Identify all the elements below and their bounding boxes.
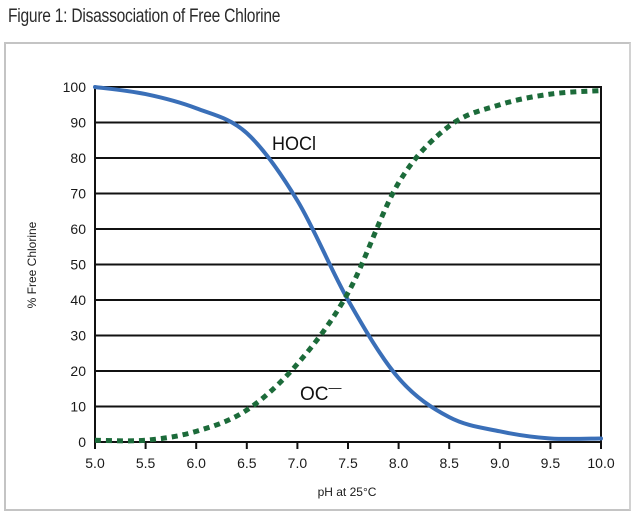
axes xyxy=(94,86,602,449)
ocl-label-charge: — xyxy=(329,380,342,395)
y-axis-label: % Free Chlorine xyxy=(25,221,39,308)
figure-title: Figure 1: Disassociation of Free Chlorin… xyxy=(8,6,281,27)
x-tick-label: 7.5 xyxy=(338,455,358,471)
x-tick-label: 6.0 xyxy=(186,455,206,471)
hocl-series-line xyxy=(93,85,603,441)
y-tick-label: 10 xyxy=(70,399,86,415)
x-tick-label: 8.0 xyxy=(389,455,409,471)
gridlines xyxy=(95,86,601,443)
y-tick-label: 40 xyxy=(70,292,86,308)
y-tick-label: 30 xyxy=(70,328,86,344)
y-tick-label: 80 xyxy=(70,150,86,166)
ocl-label-text: OC xyxy=(300,384,329,405)
ocl-label: OC— xyxy=(300,380,342,405)
y-tick-label: 90 xyxy=(70,115,86,131)
y-tick-label: 60 xyxy=(70,221,86,237)
x-tick-label: 9.0 xyxy=(490,455,510,471)
x-tick-label: 9.5 xyxy=(541,455,561,471)
x-tick-label: 10.0 xyxy=(587,455,614,471)
chart-frame xyxy=(4,42,631,511)
y-tick-label: 100 xyxy=(63,79,87,95)
ocl-series-line xyxy=(94,88,602,444)
x-tick-label: 8.5 xyxy=(439,455,459,471)
y-tick-label: 70 xyxy=(70,186,86,202)
hocl-label: HOCl xyxy=(272,134,316,155)
x-axis-ticks: 5.0 5.5 6.0 6.5 7.0 7.5 8.0 8.5 9.0 9.5 10.0 xyxy=(85,442,615,471)
x-tick-label: 6.5 xyxy=(237,455,257,471)
y-tick-label: 0 xyxy=(78,434,86,450)
x-tick-label: 5.5 xyxy=(136,455,156,471)
y-axis-ticks: 0 10 20 30 40 50 60 70 80 90 100 xyxy=(63,79,87,450)
x-tick-label: 7.0 xyxy=(288,455,308,471)
y-tick-label: 20 xyxy=(70,363,86,379)
x-tick-label: 5.0 xyxy=(85,455,105,471)
y-tick-label: 50 xyxy=(70,257,86,273)
x-axis-label: pH at 25°C xyxy=(318,485,377,499)
